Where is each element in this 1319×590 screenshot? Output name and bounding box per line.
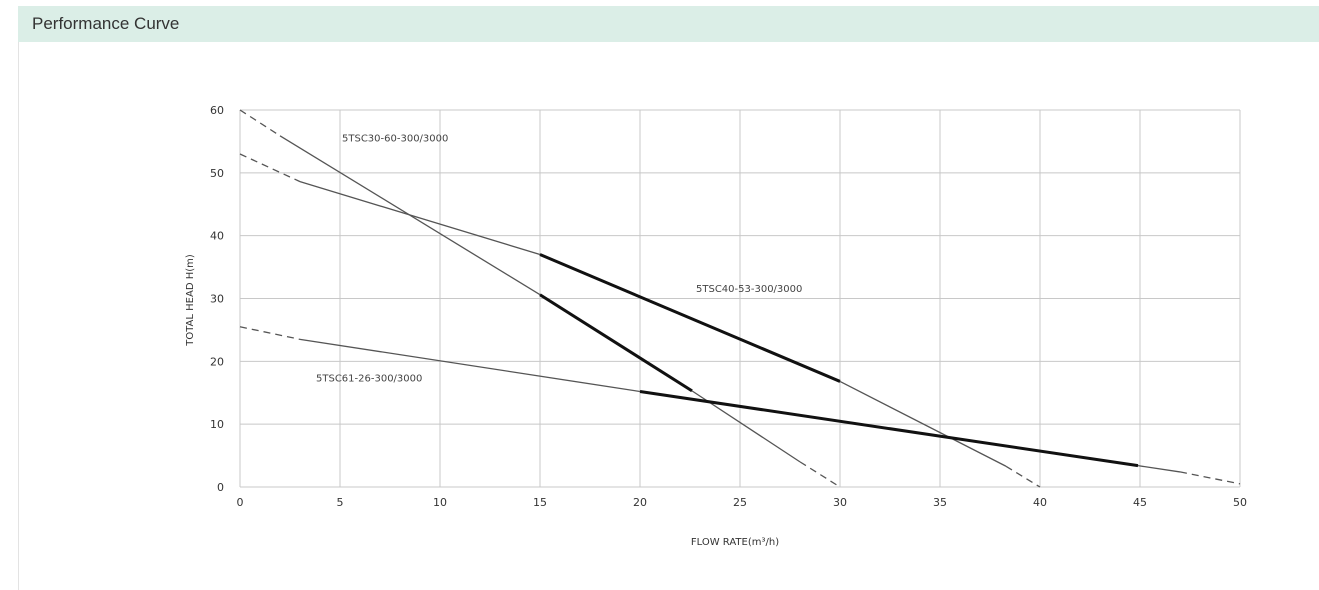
x-tick-label: 5 (337, 496, 344, 509)
curve-operating-range (639, 390, 1139, 468)
y-tick-label: 20 (210, 355, 224, 368)
y-tick-label: 60 (210, 104, 224, 117)
chart-curve-labels: 5TSC30-60-300/3000 5TSC40-53-300/3000 5TSC… (316, 133, 802, 384)
x-tick-label: 45 (1133, 496, 1147, 509)
x-tick-label: 10 (433, 496, 447, 509)
chart-grid (239, 109, 1241, 488)
y-axis-label: TOTAL HEAD H(m) (185, 254, 196, 347)
y-tick-label: 10 (210, 418, 224, 431)
x-tick-label: 35 (933, 496, 947, 509)
x-axis-label: FLOW RATE(m³/h) (691, 537, 779, 548)
x-tick-label: 30 (833, 496, 847, 509)
y-tick-label: 30 (210, 293, 224, 306)
curve-dashed-segment (239, 153, 301, 183)
y-tick-label: 40 (210, 230, 224, 243)
section-title: Performance Curve (32, 14, 180, 33)
curve-dashed-segment (799, 461, 841, 488)
chart-ticks: 0 5 10 15 20 25 30 35 40 45 50 0 10 20 30 40 50 60 (210, 104, 1247, 509)
curve-segment (839, 380, 1007, 467)
curve-operating-range (539, 293, 693, 393)
x-tick-label: 50 (1233, 496, 1247, 509)
x-tick-label: 0 (237, 496, 244, 509)
curve-label: 5TSC40-53-300/3000 (696, 284, 802, 295)
y-tick-label: 50 (210, 167, 224, 180)
curve-dashed-segment (239, 326, 301, 340)
curve-dashed-segment (1005, 465, 1041, 488)
curve-dashed-segment (239, 109, 281, 137)
curve-label: 5TSC30-60-300/3000 (342, 133, 448, 144)
x-tick-label: 25 (733, 496, 747, 509)
x-tick-label: 40 (1033, 496, 1047, 509)
curve-segment (299, 181, 541, 256)
chart-curves (239, 109, 1241, 488)
curve-segment (299, 338, 641, 393)
panel-left-border (18, 42, 19, 590)
curve-segment (1137, 464, 1181, 473)
section-header: Performance Curve (18, 6, 1319, 42)
y-tick-label: 0 (217, 481, 224, 494)
curve-dashed-segment (1179, 471, 1241, 485)
curve-label: 5TSC61-26-300/3000 (316, 373, 422, 384)
x-tick-label: 15 (533, 496, 547, 509)
curve-operating-range (539, 253, 841, 383)
x-tick-label: 20 (633, 496, 647, 509)
